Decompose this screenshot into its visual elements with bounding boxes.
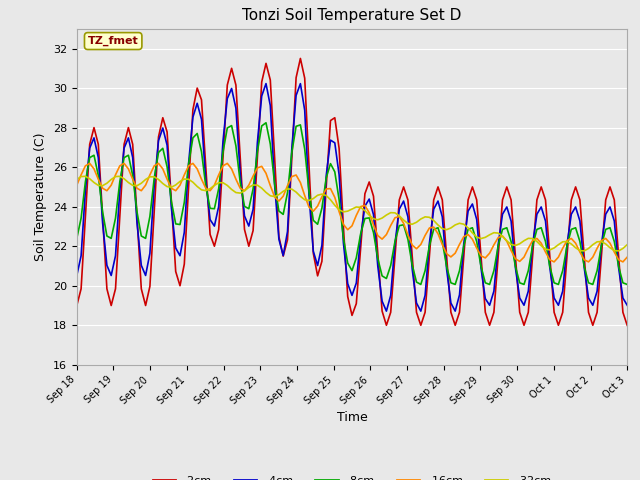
- -16cm: [73, 182, 81, 188]
- -2cm: [563, 253, 571, 259]
- Line: -8cm: -8cm: [77, 123, 627, 285]
- -4cm: [262, 81, 270, 86]
- -2cm: [516, 310, 524, 315]
- -8cm: [417, 282, 425, 288]
- -2cm: [73, 302, 81, 308]
- -4cm: [73, 273, 81, 278]
- -32cm: [580, 248, 588, 254]
- -4cm: [563, 241, 571, 247]
- -32cm: [623, 242, 631, 248]
- -8cm: [516, 280, 524, 286]
- -4cm: [365, 196, 373, 202]
- -32cm: [511, 242, 519, 248]
- -4cm: [516, 295, 524, 301]
- -8cm: [223, 125, 231, 131]
- -8cm: [73, 236, 81, 241]
- Y-axis label: Soil Temperature (C): Soil Temperature (C): [35, 132, 47, 261]
- -32cm: [81, 173, 89, 179]
- -8cm: [623, 282, 631, 288]
- Title: Tonzi Soil Temperature Set D: Tonzi Soil Temperature Set D: [243, 9, 461, 24]
- -4cm: [99, 220, 106, 226]
- -8cm: [365, 215, 373, 221]
- Line: -32cm: -32cm: [77, 176, 627, 251]
- -8cm: [563, 243, 571, 249]
- -8cm: [404, 237, 412, 242]
- -16cm: [563, 238, 571, 243]
- -16cm: [550, 259, 558, 265]
- -32cm: [404, 220, 412, 226]
- -16cm: [86, 160, 93, 166]
- -16cm: [404, 232, 412, 238]
- -16cm: [365, 210, 373, 216]
- -4cm: [623, 302, 631, 308]
- -16cm: [103, 188, 111, 193]
- -8cm: [99, 209, 106, 215]
- -2cm: [223, 82, 231, 88]
- X-axis label: Time: Time: [337, 411, 367, 424]
- -16cm: [623, 254, 631, 260]
- -4cm: [408, 266, 416, 272]
- -32cm: [365, 212, 373, 218]
- -32cm: [559, 239, 566, 245]
- -2cm: [623, 323, 631, 328]
- -2cm: [383, 323, 390, 328]
- Text: TZ_fmet: TZ_fmet: [88, 36, 138, 46]
- Line: -4cm: -4cm: [77, 84, 627, 311]
- -16cm: [511, 256, 519, 262]
- -2cm: [408, 253, 416, 259]
- -8cm: [262, 120, 270, 126]
- -32cm: [103, 180, 111, 186]
- -32cm: [73, 177, 81, 182]
- -4cm: [223, 96, 231, 101]
- Line: -16cm: -16cm: [77, 163, 627, 262]
- Legend: -2cm, -4cm, -8cm, -16cm, -32cm: -2cm, -4cm, -8cm, -16cm, -32cm: [148, 471, 556, 480]
- -2cm: [296, 56, 304, 61]
- Line: -2cm: -2cm: [77, 59, 627, 325]
- -32cm: [228, 187, 236, 192]
- -2cm: [99, 214, 106, 219]
- -2cm: [365, 179, 373, 185]
- -4cm: [383, 308, 390, 314]
- -16cm: [228, 166, 236, 172]
